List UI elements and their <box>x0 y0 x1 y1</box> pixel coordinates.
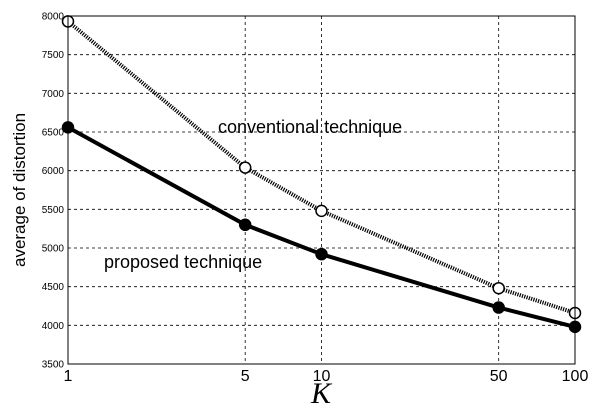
x-tick-label: 10 <box>313 368 331 385</box>
y-axis-ticks: 3500 4000 4500 5000 5500 6000 6500 7000 7500 8000 <box>42 12 65 371</box>
y-tick-label: 4500 <box>42 282 65 293</box>
data-point-conventional <box>315 204 328 218</box>
x-tick-label: 50 <box>490 368 508 385</box>
y-tick-label: 3500 <box>42 360 65 371</box>
data-point-conventional <box>238 161 252 174</box>
y-tick-label: 7000 <box>42 89 65 100</box>
y-tick-label: 5000 <box>42 244 65 255</box>
series-label-proposed: proposed technique <box>104 252 262 272</box>
data-point-proposed <box>492 301 505 314</box>
data-point-proposed <box>315 247 328 261</box>
x-tick-label: 5 <box>241 368 250 385</box>
data-point-proposed <box>238 218 252 232</box>
y-tick-label: 5500 <box>42 205 65 216</box>
series-label-conventional: conventional technique <box>218 117 402 137</box>
y-tick-label: 4000 <box>42 321 65 332</box>
data-point-conventional <box>492 281 505 295</box>
x-tick-label: 1 <box>64 368 73 385</box>
x-tick-label: 100 <box>562 368 589 385</box>
plot-frame <box>67 15 576 365</box>
y-tick-label: 7500 <box>42 50 65 61</box>
y-tick-label: 6500 <box>42 128 65 139</box>
x-axis-ticks: 1 5 10 50 100 <box>64 368 589 385</box>
y-tick-label: 6000 <box>42 166 65 177</box>
x-axis-label: K <box>310 377 333 408</box>
y-tick-label: 8000 <box>42 12 65 23</box>
y-axis-label: average of distortion <box>10 113 29 267</box>
